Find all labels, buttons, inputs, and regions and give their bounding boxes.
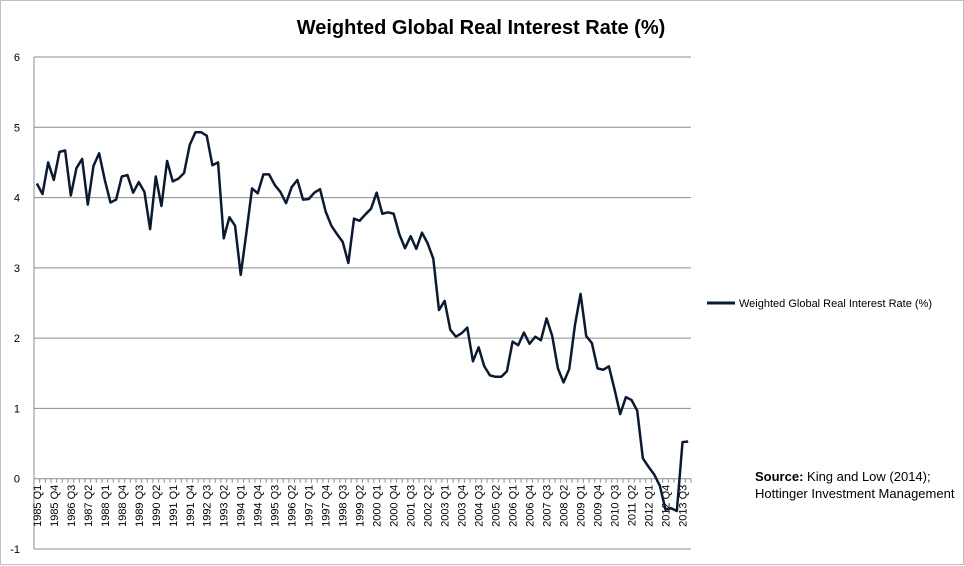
x-tick-label: 2003 Q1 (440, 485, 452, 527)
y-tick-label: 0 (14, 474, 20, 486)
x-tick-label: 2000 Q4 (389, 485, 401, 527)
x-tick-label: 2008 Q2 (559, 485, 571, 527)
x-tick-label: 2013 Q3 (678, 485, 690, 527)
x-tick-label: 1991 Q1 (168, 485, 180, 527)
x-tick-label: 1994 Q1 (236, 485, 248, 527)
x-tick-label: 1989 Q3 (134, 485, 146, 527)
legend-label: Weighted Global Real Interest Rate (%) (739, 298, 932, 310)
x-tick-label: 1991 Q4 (185, 485, 197, 527)
y-axis: -1 0 1 2 3 4 5 6 (10, 52, 35, 556)
x-axis: 1985 Q1 1985 Q4 1986 Q3 1987 Q2 1988 Q1 1988 … (32, 478, 692, 527)
x-tick-label: 1998 Q3 (338, 485, 350, 527)
x-tick-label: 1999 Q2 (355, 485, 367, 527)
x-tick-label: 2009 Q1 (576, 485, 588, 527)
gridlines (34, 56, 691, 550)
y-tick-label: 2 (14, 333, 20, 345)
x-tick-label: 1992 Q3 (202, 485, 214, 527)
series-line (35, 130, 689, 513)
x-tick-label: 2005 Q2 (491, 485, 503, 527)
x-tick-label: 1997 Q4 (321, 485, 333, 527)
x-tick-label: 2007 Q3 (542, 485, 554, 527)
x-tick-label: 2011 Q2 (627, 485, 639, 526)
x-tick-label: 1994 Q4 (253, 485, 265, 527)
legend: Weighted Global Real Interest Rate (%) (707, 298, 932, 310)
x-tick-label: 2012 Q1 (644, 485, 656, 527)
y-tick-label: 5 (14, 122, 20, 134)
y-tick-label: 4 (14, 193, 20, 205)
y-tick-label: -1 (10, 544, 20, 556)
x-tick-label: 1997 Q1 (304, 485, 316, 527)
x-tick-label: 1990 Q2 (151, 485, 163, 527)
x-tick-label: 2009 Q4 (593, 485, 605, 527)
x-tick-label: 1995 Q3 (270, 485, 282, 527)
x-tick-label: 2004 Q3 (474, 485, 486, 527)
source-note: Source: King and Low (2014); Hottinger I… (755, 468, 955, 502)
series-layer (35, 130, 689, 513)
source-text: King and Low (2014); Hottinger Investmen… (755, 469, 955, 501)
x-tick-label: 1985 Q1 (32, 485, 44, 527)
x-tick-label: 2001 Q3 (406, 485, 418, 527)
x-tick-label: 2010 Q3 (610, 485, 622, 527)
x-tick-label: 1996 Q2 (287, 485, 299, 527)
x-tick-label: 1986 Q3 (66, 485, 78, 527)
y-tick-label: 1 (14, 403, 20, 415)
y-tick-label: 3 (14, 263, 20, 275)
x-tick-label: 1987 Q2 (83, 485, 95, 527)
x-tick-label: 1985 Q4 (49, 485, 61, 527)
x-tick-label: 2006 Q4 (525, 485, 537, 527)
x-tick-label: 2000 Q1 (372, 485, 384, 527)
x-tick-label: 1988 Q1 (100, 485, 112, 527)
y-tick-label: 6 (14, 52, 20, 64)
chart-title: Weighted Global Real Interest Rate (%) (297, 17, 666, 39)
x-tick-label: 2003 Q4 (457, 485, 469, 527)
x-tick-label: 2012 Q4 (661, 485, 673, 527)
x-tick-label: 2002 Q2 (423, 485, 435, 527)
x-tick-label: 2006 Q1 (508, 485, 520, 527)
x-tick-label: 1988 Q4 (117, 485, 129, 527)
source-label: Source: (755, 469, 804, 484)
x-tick-label: 1993 Q2 (219, 485, 231, 527)
